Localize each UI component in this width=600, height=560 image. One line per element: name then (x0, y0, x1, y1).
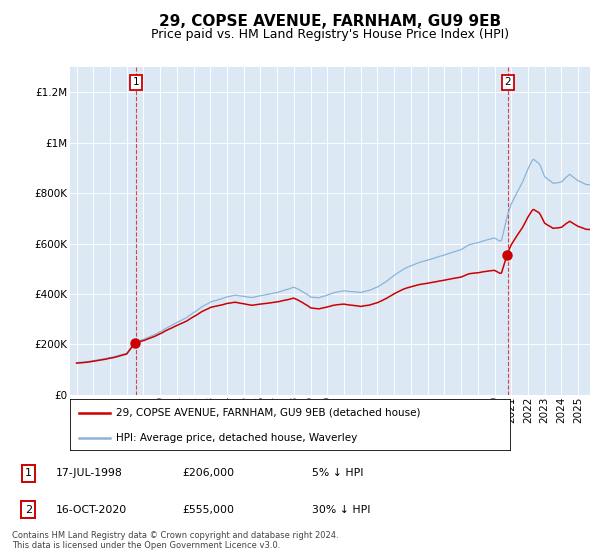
Text: 2: 2 (505, 77, 511, 87)
Text: 1: 1 (25, 468, 32, 478)
Text: 5% ↓ HPI: 5% ↓ HPI (312, 468, 363, 478)
Text: Price paid vs. HM Land Registry's House Price Index (HPI): Price paid vs. HM Land Registry's House … (151, 28, 509, 41)
Text: £555,000: £555,000 (182, 505, 235, 515)
Text: HPI: Average price, detached house, Waverley: HPI: Average price, detached house, Wave… (116, 433, 358, 443)
Text: 29, COPSE AVENUE, FARNHAM, GU9 9EB: 29, COPSE AVENUE, FARNHAM, GU9 9EB (159, 14, 501, 29)
Text: 30% ↓ HPI: 30% ↓ HPI (312, 505, 370, 515)
Text: Contains HM Land Registry data © Crown copyright and database right 2024.
This d: Contains HM Land Registry data © Crown c… (12, 531, 338, 550)
Text: 17-JUL-1998: 17-JUL-1998 (56, 468, 123, 478)
Text: 16-OCT-2020: 16-OCT-2020 (56, 505, 127, 515)
Text: 1: 1 (133, 77, 139, 87)
Text: 2: 2 (25, 505, 32, 515)
Text: 29, COPSE AVENUE, FARNHAM, GU9 9EB (detached house): 29, COPSE AVENUE, FARNHAM, GU9 9EB (deta… (116, 408, 421, 418)
Text: £206,000: £206,000 (182, 468, 235, 478)
